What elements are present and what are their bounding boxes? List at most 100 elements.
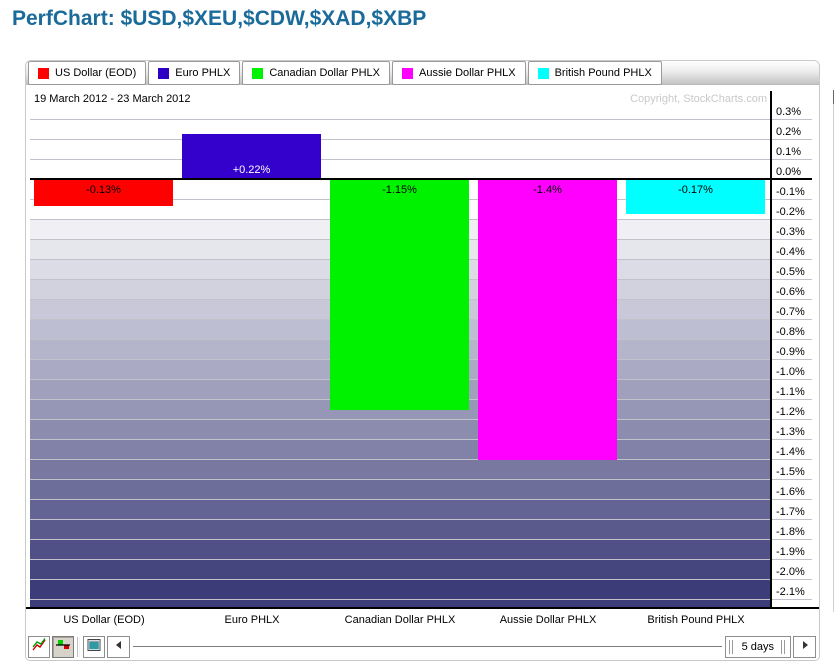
legend-swatch-icon (38, 67, 49, 79)
gridline (30, 519, 770, 520)
gridline (30, 419, 770, 420)
scrollbar-thumb[interactable]: 5 days (724, 635, 791, 658)
bar-us-dollar-eod-: -0.13% (34, 180, 173, 206)
y-axis-tick-label: -0.6% (776, 286, 805, 298)
y-axis: 0.3% 0.2% 0.1% 0.0% -0.1% -0.2% -0.3% -0.4% -0.5… (770, 91, 819, 607)
bar-value-label: -0.17% (678, 184, 713, 196)
y-axis-tick-label: -0.9% (776, 346, 805, 358)
plot-band (30, 91, 770, 119)
y-axis-tick-line (772, 499, 812, 500)
bar-canadian-dollar-phlx: -1.15% (330, 180, 469, 410)
right-arrow-icon (799, 639, 811, 654)
snapshot-button[interactable] (83, 635, 105, 658)
legend-item-label: Aussie Dollar PHLX (419, 67, 516, 79)
scrollbar-track[interactable] (133, 646, 722, 647)
copyright-label: Copyright, StockCharts.com (630, 93, 767, 105)
y-axis-tick-label: -1.7% (776, 506, 805, 518)
y-axis-tick-line (772, 519, 812, 520)
y-axis-tick-line (772, 279, 812, 280)
plot-area: 19 March 2012 - 23 March 2012 Copyright,… (30, 91, 770, 607)
y-axis-tick-label: -1.6% (776, 486, 805, 498)
y-axis-tick-line (772, 459, 812, 460)
bar-value-label: +0.22% (232, 164, 271, 176)
legend-item-us-dollar-eod-[interactable]: US Dollar (EOD) (28, 61, 147, 85)
y-axis-tick-label: -1.5% (776, 466, 805, 478)
scroll-left-button[interactable] (107, 635, 130, 658)
page-title: PerfChart: $USD,$XEU,$CDW,$XAD,$XBP (12, 7, 427, 30)
line-chart-mode-button[interactable] (28, 635, 50, 658)
x-axis-label: Canadian Dollar PHLX (344, 614, 456, 626)
y-axis-tick-label: -0.7% (776, 306, 805, 318)
bar-value-label: -0.13% (86, 184, 121, 196)
legend-item-euro-phlx[interactable]: Euro PHLX (148, 61, 241, 85)
bar-aussie-dollar-phlx: -1.4% (478, 180, 617, 460)
y-axis-tick-label: -1.4% (776, 446, 805, 458)
y-axis-tick-label: -0.4% (776, 246, 805, 258)
plot-band (30, 139, 770, 159)
y-axis-tick-line (772, 399, 812, 400)
y-axis-tick-label: 0.3% (776, 106, 802, 118)
y-axis-tick-label: -1.3% (776, 426, 805, 438)
y-axis-tick-label: -1.8% (776, 526, 805, 538)
gridline (30, 139, 770, 140)
y-axis-tick-label: 0.1% (776, 146, 802, 158)
gridline (30, 459, 770, 460)
plot-band (30, 579, 770, 599)
y-axis-tick-label: 0.0% (776, 166, 802, 178)
y-axis-tick-line (772, 599, 812, 600)
page-right-border (833, 90, 834, 612)
histogram-icon (55, 637, 71, 656)
y-axis-tick-line (772, 239, 812, 240)
chart-area: 19 March 2012 - 23 March 2012 Copyright,… (26, 91, 819, 609)
plot-band (30, 459, 770, 479)
gridline (30, 599, 770, 600)
page-right-border-cap (833, 90, 834, 104)
x-axis-label: Aussie Dollar PHLX (499, 614, 597, 626)
gridline (30, 439, 770, 440)
plot-band (30, 559, 770, 579)
histogram-mode-button[interactable] (52, 635, 74, 658)
y-axis-tick-line (772, 299, 812, 300)
legend-item-british-pound-phlx[interactable]: British Pound PHLX (527, 61, 662, 85)
plot-band (30, 439, 770, 459)
legend-swatch-icon (252, 67, 264, 79)
legend-item-aussie-dollar-phlx[interactable]: Aussie Dollar PHLX (392, 61, 526, 85)
y-axis-zero-line (772, 178, 812, 180)
bottom-toolbar: 5 days (26, 633, 819, 660)
legend-item-label: British Pound PHLX (554, 67, 652, 79)
thumb-grip-right (781, 639, 787, 654)
snapshot-icon (86, 637, 102, 656)
legend: US Dollar (EOD) Euro PHLX Canadian Dollar … (26, 61, 819, 85)
y-axis-tick-line (772, 159, 812, 160)
y-axis-tick-line (772, 359, 812, 360)
date-range-label: 19 March 2012 - 23 March 2012 (34, 93, 191, 105)
y-axis-tick-line (772, 579, 812, 580)
y-axis-tick-line (772, 379, 812, 380)
plot-band (30, 479, 770, 499)
gridline (30, 159, 770, 160)
y-axis-tick-line (772, 419, 812, 420)
bar-british-pound-phlx: -0.17% (626, 180, 765, 214)
y-axis-tick-label: -1.2% (776, 406, 805, 418)
legend-item-canadian-dollar-phlx[interactable]: Canadian Dollar PHLX (242, 61, 390, 85)
y-axis-tick-line (772, 539, 812, 540)
x-axis-label: US Dollar (EOD) (63, 614, 145, 626)
perfchart-panel: US Dollar (EOD) Euro PHLX Canadian Dollar … (25, 60, 820, 661)
scroll-right-button[interactable] (793, 635, 816, 658)
left-arrow-icon (113, 639, 125, 654)
legend-swatch-icon (158, 67, 170, 79)
plot-band (30, 159, 770, 179)
legend-item-label: US Dollar (EOD) (55, 67, 137, 79)
plot-band (30, 119, 770, 139)
y-axis-tick-label: -0.5% (776, 266, 805, 278)
gridline (30, 579, 770, 580)
gridline (30, 499, 770, 500)
line-chart-icon (31, 637, 47, 656)
plot-band (30, 599, 770, 607)
gridline (30, 479, 770, 480)
y-axis-tick-label: -0.3% (776, 226, 805, 238)
gridline (30, 559, 770, 560)
zero-gridline (30, 178, 770, 180)
x-axis-label: Euro PHLX (224, 614, 280, 626)
y-axis-tick-line (772, 559, 812, 560)
